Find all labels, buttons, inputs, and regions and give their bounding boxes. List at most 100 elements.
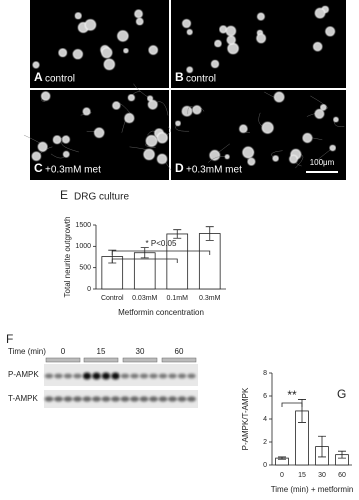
error-bar (278, 456, 286, 460)
band (168, 396, 177, 402)
cell (273, 91, 285, 103)
cell (225, 25, 237, 37)
error-bar (140, 247, 149, 259)
bar (198, 233, 221, 290)
y-tick-label: 1500 (75, 222, 91, 229)
micrograph (30, 0, 169, 88)
band (177, 396, 187, 402)
cell (94, 127, 105, 138)
cell (325, 26, 336, 37)
cell (256, 33, 266, 44)
error-bar (205, 226, 214, 241)
y-tick-label: 2 (263, 439, 267, 446)
cell (289, 154, 298, 164)
panel-letter: G (337, 387, 346, 401)
x-tick-label: 15 (298, 472, 306, 479)
cell (211, 60, 220, 69)
annotation: ** (287, 388, 297, 402)
x-tick-label: Control (101, 295, 124, 302)
cell (214, 39, 222, 48)
cell (32, 61, 40, 69)
cell (41, 91, 51, 101)
error-bar (173, 229, 182, 239)
panel-caption: control (45, 74, 75, 85)
cells (23, 5, 345, 171)
band (130, 373, 139, 379)
band (44, 373, 54, 379)
band (120, 396, 130, 402)
band (82, 396, 92, 402)
panel-letter: E (60, 188, 68, 202)
band (63, 373, 73, 379)
x-tick-label: 30 (318, 472, 326, 479)
cell (302, 133, 313, 143)
band (158, 373, 168, 379)
x-tick-label: 60 (338, 472, 346, 479)
x-axis-label: Metformin concentration (118, 308, 204, 317)
significance-bracket (111, 258, 178, 263)
cell (143, 148, 155, 161)
cell (226, 35, 236, 45)
band (92, 372, 101, 380)
cell (127, 94, 135, 102)
cell (333, 116, 339, 123)
cell (147, 99, 158, 110)
x-tick-label: 0.1mM (167, 295, 189, 302)
panel-letter: B (175, 70, 184, 84)
cell (123, 48, 129, 54)
time: 60 (175, 347, 184, 356)
x-tick-label: 0.3mM (199, 295, 221, 302)
cell (314, 7, 326, 19)
cell (272, 155, 279, 162)
cell (72, 49, 83, 60)
band (63, 396, 73, 402)
cell (52, 135, 62, 144)
cell (157, 153, 168, 165)
cell (186, 29, 193, 35)
y-tick-label: 6 (263, 393, 267, 400)
band (111, 372, 120, 380)
x-tick-label: 0.03mM (132, 295, 157, 302)
chart-title: DRG culture (74, 192, 129, 203)
cell (112, 101, 121, 110)
band (73, 396, 82, 402)
band (44, 396, 54, 402)
cell (37, 141, 48, 152)
time-label: Time (min) (8, 347, 46, 356)
y-tick-label: 1000 (75, 243, 91, 250)
time: 30 (136, 347, 145, 356)
lane-groups (45, 357, 197, 363)
band (92, 396, 101, 402)
band (111, 396, 120, 402)
band (139, 396, 149, 402)
panel-letter: A (34, 70, 43, 84)
significance-bracket (281, 402, 303, 407)
y-axis-label: Total neurite outgrowth (63, 217, 72, 298)
cell (101, 47, 113, 59)
cell (219, 25, 228, 34)
cell (181, 105, 193, 117)
cell (124, 113, 135, 124)
cell (314, 109, 325, 119)
error-bar (318, 435, 326, 458)
band (158, 396, 168, 402)
cell (257, 12, 265, 21)
scale-bar-label: 100μm (310, 158, 335, 167)
cell (84, 19, 97, 31)
cell (320, 104, 327, 111)
y-tick-label: 4 (263, 416, 267, 423)
cell (74, 12, 82, 20)
band (73, 373, 82, 379)
cell (186, 66, 193, 73)
cell (239, 124, 248, 133)
y-tick-label: 8 (263, 370, 267, 377)
band (139, 373, 149, 379)
cell (31, 151, 42, 161)
band (187, 373, 196, 379)
cell (261, 121, 274, 134)
bands (44, 372, 196, 402)
cell (63, 150, 70, 158)
cell (227, 42, 239, 55)
band (101, 396, 111, 402)
cell (156, 132, 168, 144)
